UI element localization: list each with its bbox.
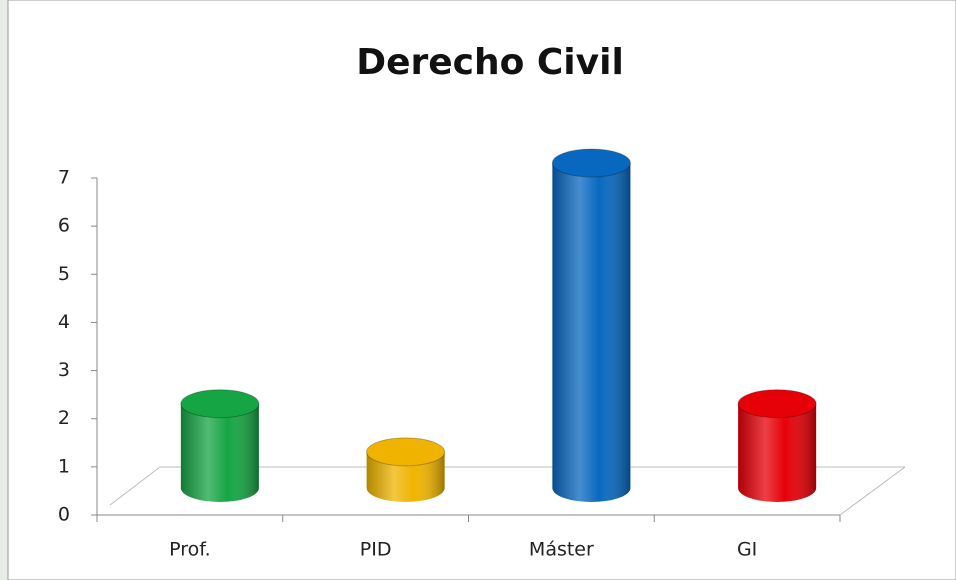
bar-shade	[738, 403, 817, 502]
x-tick-label: Prof.	[169, 539, 211, 561]
x-tick-label: Máster	[529, 539, 594, 561]
chart-area	[7, 0, 956, 580]
bar-top	[551, 148, 631, 178]
x-tick-label: GI	[737, 539, 757, 561]
bar-top	[737, 389, 817, 419]
y-tick-label: 6	[58, 215, 70, 237]
y-tick-label: 1	[58, 455, 70, 477]
bar-top	[366, 437, 446, 467]
y-tick-label: 5	[58, 263, 70, 285]
y-tick-label: 2	[58, 407, 70, 429]
y-tick-label: 0	[58, 504, 70, 526]
chart-title: Derecho Civil	[356, 42, 624, 83]
bar-shade	[366, 451, 445, 502]
bar-shade	[552, 163, 631, 502]
y-tick-label: 3	[58, 359, 70, 381]
y-tick-label: 4	[58, 311, 70, 333]
y-tick-label: 7	[58, 167, 70, 189]
bar-shade	[180, 403, 259, 502]
x-tick-label: PID	[360, 539, 392, 561]
bar-top	[180, 389, 260, 419]
